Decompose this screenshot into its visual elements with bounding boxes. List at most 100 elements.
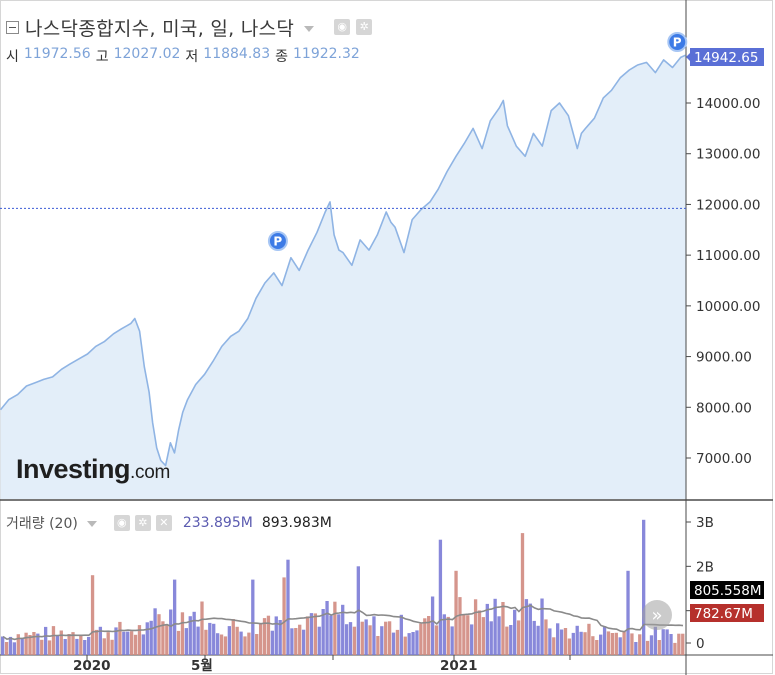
high-label: 고 [95,49,109,65]
volume-bar [294,628,298,655]
volume-bar [536,625,540,655]
volume-bar [415,630,419,655]
volume-bar [427,616,431,655]
volume-bar [595,640,599,655]
close-label: 종 [275,49,288,65]
volume-bar [83,640,87,655]
volume-bar [556,623,560,655]
volume-bar [661,629,665,655]
eye-icon[interactable]: ◉ [334,19,351,35]
volume-bar [325,601,329,655]
volume-bar [681,633,685,655]
volume-bar [497,616,501,655]
volume-bar [86,636,91,655]
volume-bar [317,626,321,655]
time-axis-label: 2020 [73,658,111,674]
volume-bar [599,634,603,655]
volume-bar [262,618,267,655]
last-price-label: 14942.65 [694,50,758,66]
volume-bar [575,625,579,655]
volume-bar [587,623,591,655]
volume-bar [485,603,489,655]
chevron-down-icon[interactable] [304,25,315,32]
investing-logo: Investing.com [16,454,171,484]
volume-bar [548,628,552,655]
volume-bar [43,626,48,655]
p-marker-label: P [273,235,282,249]
volume-bar [90,575,95,655]
price-axis-label: 7000.00 [696,451,752,467]
volume-bar [430,596,435,655]
volume-bar [47,640,52,655]
volume-bar [59,630,63,655]
volume-bar [184,628,189,655]
eye-icon[interactable]: ◉ [113,515,130,531]
open-value: 11972.56 [23,46,91,62]
volume-bar [669,634,673,655]
p-marker-icon[interactable] [267,231,288,251]
volume-bar [387,621,392,655]
volume-bar [270,630,274,655]
collapse-icon[interactable] [6,20,19,34]
volume-bar [520,533,525,655]
volume-bar [473,599,478,655]
volume-bar [544,619,548,655]
volume-bar [321,609,325,655]
volume-bar [462,614,466,655]
gear-icon[interactable]: ✲ [134,515,151,531]
volume-bar [442,614,446,655]
volume-bar [329,615,333,655]
volume-bar [8,636,13,655]
time-axis-label: 2021 [440,658,478,674]
volume-bar [169,609,173,655]
volume-bar [399,614,403,655]
volume-bar [376,636,380,655]
volume-bar [1,636,5,655]
volume-bar [79,635,83,655]
volume-bar [364,619,368,655]
volume-bar [477,610,482,655]
price-axis-label: 8000.00 [696,400,752,416]
volume-average-line [2,604,684,641]
volume-bar [247,632,251,655]
price-axis-label: 13000.00 [696,147,760,163]
price-line[interactable] [0,54,686,467]
volume-bar [204,629,208,655]
chevron-down-icon[interactable] [86,521,97,527]
low-label: 저 [185,49,199,65]
close-icon[interactable]: ✕ [155,515,172,531]
volume-bar [153,608,157,655]
volume-bar [137,625,142,655]
time-axis-label: 5월 [191,657,213,674]
volume-bar [215,633,220,655]
last-price-tag [690,48,764,66]
p-marker-label: P [673,36,682,50]
volume-bar [618,637,622,655]
double-chevron-right-icon[interactable]: » [642,600,672,630]
volume-bar [540,598,544,655]
volume-bar [172,579,177,655]
volume-bar [552,637,556,655]
p-marker-icon[interactable] [667,32,688,52]
volume-bar [673,642,677,655]
volume-average-tag [690,581,764,599]
volume-bar [493,598,497,655]
volume-bar [583,632,587,655]
volume-bar [290,628,294,655]
volume-bar [67,634,71,655]
volume-title: 거래량 (20) [6,516,78,532]
volume-bar [634,642,638,655]
volume-bar [40,639,44,655]
volume-bar [567,638,572,655]
volume-bar [16,634,20,655]
volume-bar [75,638,79,655]
volume-bar [165,624,169,655]
price-axis-label: 11000.00 [696,248,760,264]
volume-bar [71,632,75,655]
volume-bar [313,613,317,655]
close-value: 11922.32 [293,46,360,62]
gear-icon[interactable]: ✲ [356,19,373,35]
volume-bar [219,634,224,655]
